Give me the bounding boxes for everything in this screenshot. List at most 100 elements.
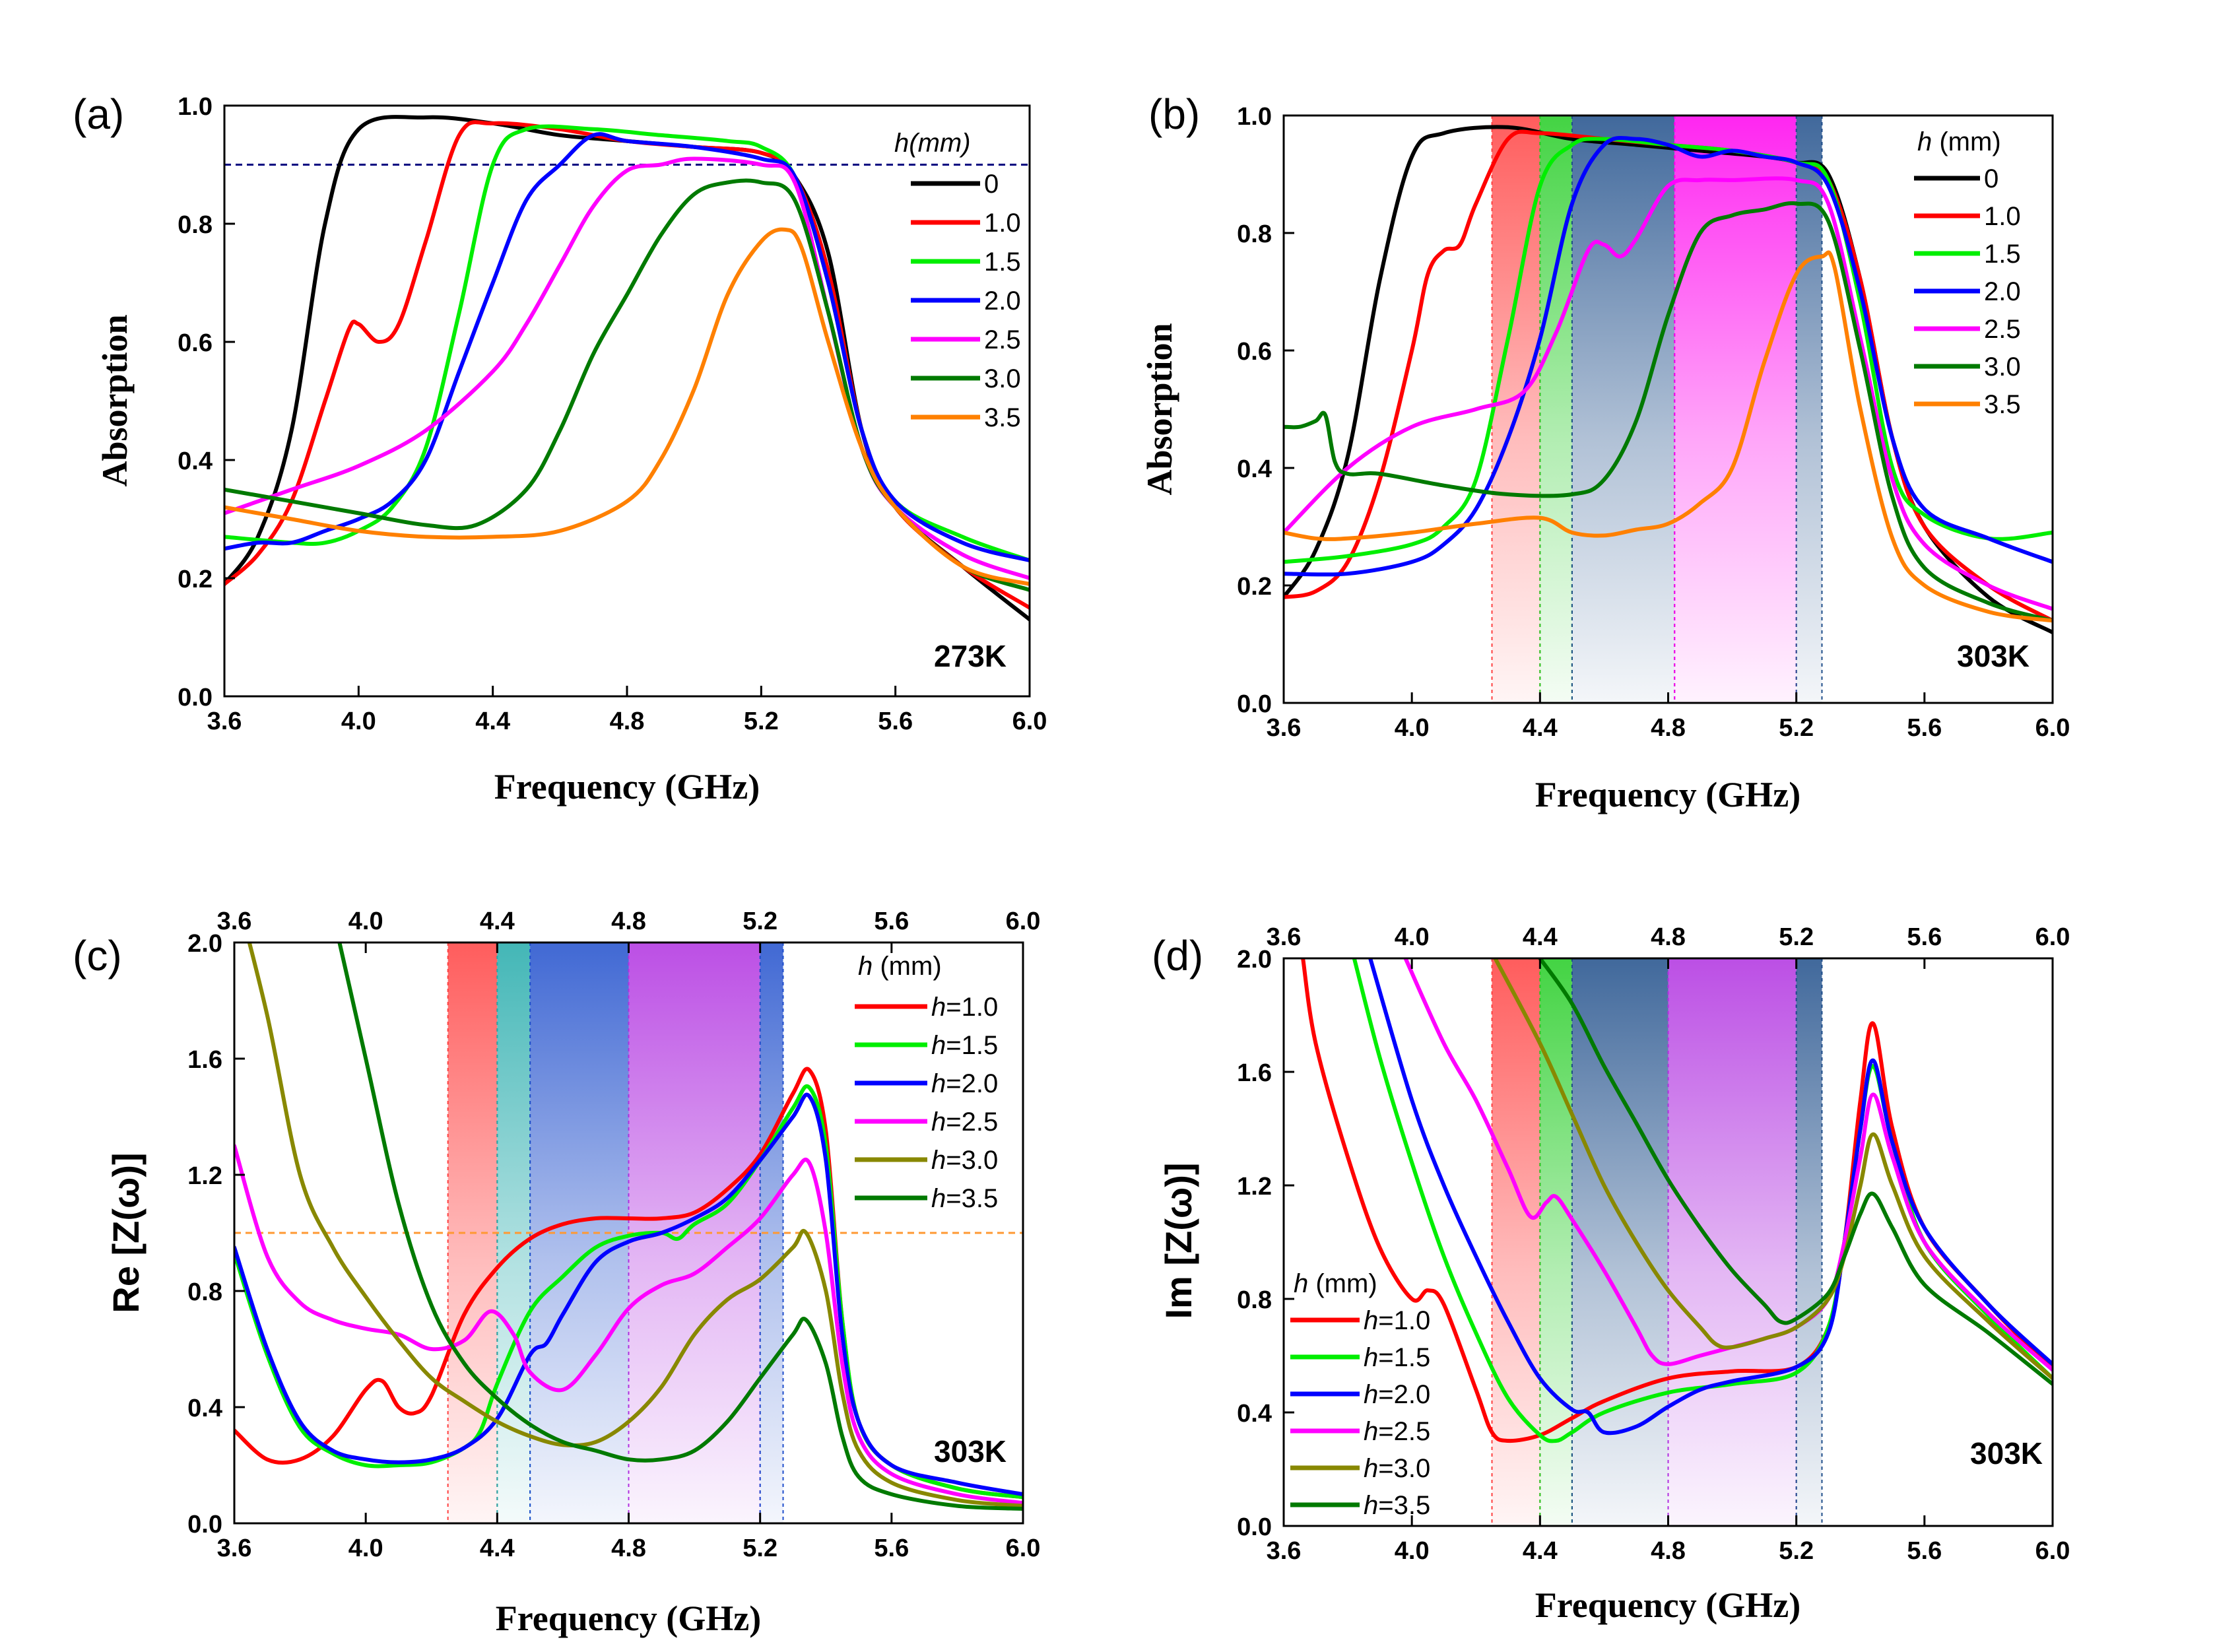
y-tick-label-d-0: 0.0 — [1237, 1513, 1272, 1541]
legend-label-b-2: 1.5 — [1984, 240, 2021, 269]
y-tick-label-b-4: 0.8 — [1237, 220, 1272, 248]
y-tick-label-a-5: 1.0 — [178, 93, 213, 121]
legend-label-d-3: h=2.5 — [1364, 1417, 1430, 1446]
x-tick-label-b-3: 4.8 — [1651, 714, 1686, 742]
y-tick-label-b-5: 1.0 — [1237, 103, 1272, 131]
x-top-tick-label-c-4: 5.2 — [743, 908, 777, 935]
x-top-tick-label-c-0: 3.6 — [217, 908, 252, 935]
x-tick-label-d-3: 4.8 — [1651, 1537, 1686, 1565]
x-top-tick-label-c-1: 4.0 — [348, 908, 383, 935]
y-tick-label-d-4: 1.6 — [1237, 1059, 1272, 1087]
x-tick-label-d-6: 6.0 — [2035, 1537, 2070, 1565]
x-top-tick-label-d-4: 5.2 — [1779, 923, 1814, 951]
legend-label-a-6: 3.5 — [984, 403, 1021, 432]
x-top-tick-label-c-5: 5.6 — [874, 908, 909, 935]
legend-label-b-3: 2.0 — [1984, 277, 2021, 306]
y-tick-label-c-2: 0.8 — [187, 1278, 222, 1306]
series-line-d-3 — [1403, 958, 2053, 1372]
legend-title-c: h (mm) — [858, 952, 942, 981]
y-tick-label-b-2: 0.4 — [1237, 455, 1272, 483]
series-line-a-6 — [224, 227, 1030, 586]
legend-label-b-4: 2.5 — [1984, 315, 2021, 344]
panel-c: (c) 3.6 3.6 4.0 4.0 4.4 4.4 4.8 4.8 5.2 5.2 5.6 5.6… — [73, 908, 1041, 1638]
x-top-tick-label-d-6: 6.0 — [2035, 923, 2070, 951]
x-tick-label-d-5: 5.6 — [1907, 1537, 1942, 1565]
series-line-c-5 — [337, 942, 1023, 1511]
legend-title-a: h(mm) — [894, 129, 971, 158]
legend-label-d-0: h=1.0 — [1364, 1306, 1430, 1335]
temperature-label-b: 303K — [1957, 639, 2030, 673]
y-tick-label-a-3: 0.6 — [178, 329, 213, 357]
x-tick-label-d-2: 4.4 — [1523, 1537, 1558, 1565]
y-axis-title-c: Re [Z(ω)] — [105, 1152, 147, 1313]
shaded-band-b-4 — [1796, 116, 1822, 703]
series-line-b-4 — [1284, 176, 2053, 611]
x-axis-title-b: Frequency (GHz) — [1535, 775, 1800, 814]
y-tick-label-d-1: 0.4 — [1237, 1400, 1272, 1428]
y-tick-label-a-1: 0.2 — [178, 566, 213, 593]
y-tick-label-d-2: 0.8 — [1237, 1286, 1272, 1314]
y-tick-label-c-5: 2.0 — [187, 930, 222, 958]
y-tick-label-c-4: 1.6 — [187, 1046, 222, 1074]
x-top-tick-label-d-5: 5.6 — [1907, 923, 1942, 951]
x-tick-label-c-3: 4.8 — [611, 1535, 646, 1562]
x-top-tick-label-d-0: 3.6 — [1267, 923, 1302, 951]
series-line-c-2 — [234, 1092, 1023, 1496]
x-axis-title-a: Frequency (GHz) — [494, 767, 760, 807]
x-tick-label-d-1: 4.0 — [1395, 1537, 1430, 1565]
x-axis-title-c: Frequency (GHz) — [496, 1599, 761, 1638]
legend-label-d-4: h=3.0 — [1364, 1454, 1430, 1483]
x-tick-label-b-2: 4.4 — [1523, 714, 1558, 742]
x-tick-label-c-2: 4.4 — [480, 1535, 515, 1562]
series-line-d-5 — [1538, 958, 2053, 1386]
x-tick-label-d-0: 3.6 — [1267, 1537, 1302, 1565]
y-tick-label-c-3: 1.2 — [187, 1162, 222, 1190]
shaded-band-b-1 — [1540, 116, 1572, 703]
panel-b: (b) 3.6 4.0 4.4 4.8 5.2 5.6 6.0 0.0 0.2 0.4 0.6 0.8… — [1140, 90, 2070, 814]
legend-label-a-0: 0 — [984, 170, 999, 199]
temperature-label-c: 303K — [934, 1434, 1007, 1469]
y-tick-label-a-4: 0.8 — [178, 211, 213, 239]
series-line-a-0 — [224, 115, 1030, 622]
legend-label-b-6: 3.5 — [1984, 390, 2021, 419]
legend-label-d-1: h=1.5 — [1364, 1343, 1430, 1372]
shaded-band-d-3 — [1668, 958, 1797, 1526]
x-tick-label-a-4: 5.2 — [744, 708, 779, 735]
series-line-d-4 — [1493, 958, 2053, 1381]
x-tick-label-c-5: 5.6 — [874, 1535, 909, 1562]
legend-label-c-4: h=3.0 — [931, 1146, 998, 1175]
legend-label-c-5: h=3.5 — [931, 1184, 998, 1213]
x-tick-label-c-1: 4.0 — [348, 1535, 383, 1562]
x-tick-label-a-3: 4.8 — [610, 708, 645, 735]
series-line-b-6 — [1284, 250, 2053, 623]
x-tick-label-b-5: 5.6 — [1907, 714, 1942, 742]
y-tick-label-d-5: 2.0 — [1237, 946, 1272, 974]
legend-label-c-0: h=1.0 — [931, 993, 998, 1022]
panel-label-c: (c) — [73, 932, 122, 979]
y-tick-label-d-3: 1.2 — [1237, 1173, 1272, 1201]
series-line-c-3 — [234, 1144, 1023, 1505]
y-tick-label-b-1: 0.2 — [1237, 573, 1272, 601]
shaded-band-d-4 — [1796, 958, 1822, 1526]
panel-label-d: (d) — [1152, 932, 1203, 979]
shaded-band-c-2 — [530, 942, 629, 1523]
x-tick-label-c-0: 3.6 — [217, 1535, 252, 1562]
legend-label-b-1: 1.0 — [1984, 202, 2021, 231]
x-tick-label-c-4: 5.2 — [743, 1535, 777, 1562]
x-top-tick-label-c-6: 6.0 — [1006, 908, 1041, 935]
legend-label-d-5: h=3.5 — [1364, 1491, 1430, 1520]
y-axis-title-d: Im [Z(ω)] — [1158, 1162, 1199, 1319]
x-tick-label-a-6: 6.0 — [1012, 708, 1047, 735]
y-tick-label-a-2: 0.4 — [178, 447, 213, 475]
temperature-label-d: 303K — [1970, 1436, 2043, 1470]
y-tick-label-a-0: 0.0 — [178, 684, 213, 711]
series-line-b-5 — [1284, 201, 2053, 623]
shaded-band-b-2 — [1571, 116, 1675, 703]
panel-label-b: (b) — [1148, 90, 1200, 138]
panel-label-a: (a) — [73, 90, 124, 138]
x-tick-label-a-2: 4.4 — [475, 708, 510, 735]
legend-label-b-5: 3.0 — [1984, 352, 2021, 381]
y-tick-label-b-0: 0.0 — [1237, 690, 1272, 718]
y-tick-label-c-0: 0.0 — [187, 1511, 222, 1538]
